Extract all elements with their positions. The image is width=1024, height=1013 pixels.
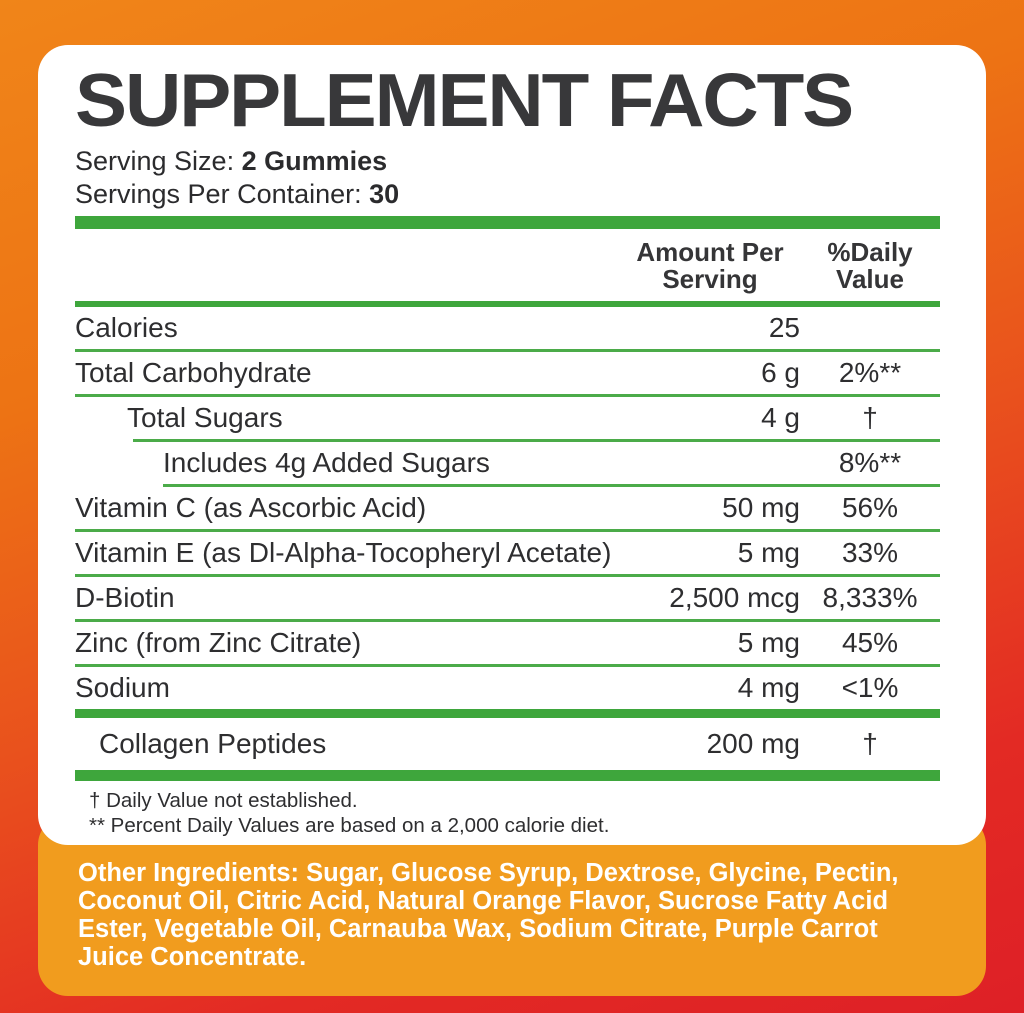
other-ingredients-label: Other Ingredients: bbox=[78, 859, 300, 887]
header-spacer bbox=[75, 239, 620, 294]
footnote-dagger: † Daily Value not established. bbox=[89, 788, 358, 812]
table-header: Amount Per Serving %Daily Value bbox=[75, 229, 940, 301]
column-header-amount-line2: Serving bbox=[662, 264, 758, 295]
nutrient-daily-value: † bbox=[862, 401, 878, 433]
nutrient-amount: 200 mg bbox=[706, 727, 800, 759]
nutrient-name: Includes 4g Added Sugars bbox=[163, 446, 490, 478]
servings-per-container-value: 30 bbox=[369, 178, 400, 209]
nutrient-name: Calories bbox=[75, 311, 178, 343]
supplement-facts-card: SUPPLEMENT FACTS Serving Size: 2 Gummies… bbox=[38, 45, 986, 845]
servings-per-container-label: Servings Per Container: bbox=[75, 178, 362, 209]
column-header-dv-line2: Value bbox=[836, 264, 904, 295]
section-divider-bar bbox=[75, 708, 940, 718]
table-row-sodium: Sodium 4 mg <1% bbox=[75, 667, 940, 709]
nutrient-daily-value: 8,333% bbox=[822, 581, 918, 613]
servings-per-container-line: Servings Per Container: 30 bbox=[75, 178, 940, 210]
nutrient-name: Vitamin E (as Dl-Alpha-Tocopheryl Acetat… bbox=[75, 536, 612, 568]
column-header-amount-line1: Amount Per bbox=[636, 237, 784, 268]
footnotes: † Daily Value not established. ** Percen… bbox=[75, 788, 940, 839]
serving-size-label: Serving Size: bbox=[75, 146, 235, 177]
column-header-dv-line1: %Daily bbox=[827, 237, 913, 268]
nutrient-amount: 6 g bbox=[761, 356, 800, 388]
nutrient-daily-value: 2%** bbox=[838, 356, 902, 388]
other-ingredients-list: Sugar, Glucose Syrup, Dextrose, Glycine,… bbox=[78, 859, 899, 972]
footnote-daily-values: ** Percent Daily Values are based on a 2… bbox=[89, 814, 610, 838]
column-header-daily-value: %Daily Value bbox=[800, 237, 940, 295]
row-divider bbox=[75, 573, 940, 577]
nutrient-amount: 50 mg bbox=[722, 491, 800, 523]
table-row-vitamin-e: Vitamin E (as Dl-Alpha-Tocopheryl Acetat… bbox=[75, 532, 940, 574]
row-divider bbox=[163, 483, 940, 487]
page-title: SUPPLEMENT FACTS bbox=[75, 58, 854, 142]
top-divider-bar bbox=[75, 216, 940, 230]
other-ingredients-text: Other Ingredients: Sugar, Glucose Syrup,… bbox=[78, 859, 946, 971]
column-header-amount: Amount Per Serving bbox=[620, 237, 800, 295]
table-row-vitamin-c: Vitamin C (as Ascorbic Acid) 50 mg 56% bbox=[75, 487, 940, 529]
nutrient-amount: 5 mg bbox=[737, 536, 800, 568]
nutrient-name: Total Carbohydrate bbox=[75, 356, 312, 388]
nutrient-amount: 4 mg bbox=[737, 671, 800, 703]
nutrient-amount: 4 g bbox=[761, 401, 800, 433]
nutrient-name: Sodium bbox=[75, 671, 170, 703]
serving-size-value: 2 Gummies bbox=[241, 146, 388, 177]
row-divider bbox=[133, 438, 940, 442]
table-row-zinc: Zinc (from Zinc Citrate) 5 mg 45% bbox=[75, 622, 940, 664]
serving-info: Serving Size: 2 Gummies Servings Per Con… bbox=[75, 145, 940, 210]
nutrient-daily-value: 56% bbox=[841, 491, 899, 523]
nutrient-name: Vitamin C (as Ascorbic Acid) bbox=[75, 491, 427, 523]
other-ingredients-panel: Other Ingredients: Sugar, Glucose Syrup,… bbox=[38, 815, 986, 996]
nutrient-daily-value: † bbox=[862, 727, 878, 759]
table-row-total-sugars: Total Sugars 4 g † bbox=[75, 397, 940, 439]
row-divider bbox=[75, 618, 940, 622]
nutrient-daily-value: 8%** bbox=[838, 446, 902, 478]
nutrient-name: D-Biotin bbox=[75, 581, 175, 613]
table-row-collagen-peptides: Collagen Peptides 200 mg † bbox=[75, 718, 940, 770]
nutrient-name: Zinc (from Zinc Citrate) bbox=[75, 626, 362, 658]
header-divider-bar bbox=[75, 300, 940, 307]
row-divider bbox=[75, 348, 940, 352]
table-row-total-carbohydrate: Total Carbohydrate 6 g 2%** bbox=[75, 352, 940, 394]
bottom-divider-bar bbox=[75, 769, 940, 781]
nutrient-daily-value: 45% bbox=[841, 626, 899, 658]
nutrient-name: Collagen Peptides bbox=[99, 727, 327, 759]
table-row-added-sugars: Includes 4g Added Sugars 8%** bbox=[75, 442, 940, 484]
table-row-d-biotin: D-Biotin 2,500 mcg 8,333% bbox=[75, 577, 940, 619]
nutrient-amount: 25 bbox=[768, 311, 800, 343]
row-divider bbox=[75, 528, 940, 532]
serving-size-line: Serving Size: 2 Gummies bbox=[75, 145, 940, 177]
nutrient-amount: 2,500 mcg bbox=[669, 581, 800, 613]
nutrient-amount: 5 mg bbox=[737, 626, 800, 658]
nutrient-daily-value: <1% bbox=[841, 671, 899, 703]
table-row-calories: Calories 25 bbox=[75, 307, 940, 349]
nutrient-daily-value: 33% bbox=[841, 536, 899, 568]
row-divider bbox=[75, 663, 940, 667]
row-divider bbox=[75, 393, 940, 397]
nutrient-name: Total Sugars bbox=[127, 401, 283, 433]
